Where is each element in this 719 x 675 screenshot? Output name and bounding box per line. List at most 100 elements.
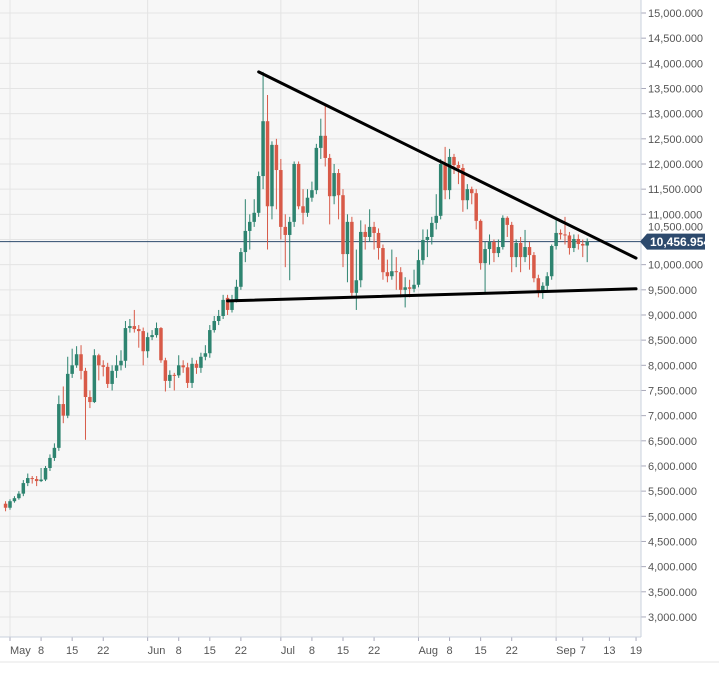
- x-tick-label: 22: [506, 645, 518, 657]
- x-tick-label: 13: [603, 645, 615, 657]
- x-tick-label: 8: [38, 645, 44, 657]
- candle-body: [105, 366, 110, 384]
- y-tick-label: 15,000.000: [648, 8, 703, 20]
- x-tick-label: Sep: [556, 645, 576, 657]
- candle-body: [57, 404, 61, 448]
- x-tick-label: May: [10, 645, 31, 657]
- candle-body: [367, 226, 372, 237]
- candle-body: [185, 367, 190, 383]
- x-tick-label: 8: [309, 645, 315, 657]
- y-tick-label: 6,500.000: [648, 436, 697, 448]
- candle-body: [296, 163, 301, 207]
- x-tick-label: 15: [66, 645, 78, 657]
- candle-body: [496, 247, 501, 254]
- plot-background: [0, 0, 641, 637]
- candle-body: [243, 230, 248, 253]
- candle-body: [159, 328, 163, 361]
- y-tick-label: 14,500.000: [648, 33, 703, 45]
- candle-body: [430, 222, 434, 237]
- x-tick-label: 15: [475, 645, 487, 657]
- y-tick-label: 3,500.000: [648, 587, 697, 599]
- candle-body: [101, 365, 105, 367]
- support-trendline: [226, 287, 638, 303]
- candle-body: [21, 483, 26, 494]
- candle-body: [137, 329, 141, 332]
- candle-body: [478, 220, 483, 264]
- candle-body: [456, 164, 461, 169]
- candle-body: [216, 315, 221, 322]
- y-tick-label: 8,000.000: [648, 360, 697, 372]
- y-tick-label: 8,500.000: [648, 335, 697, 347]
- y-tick-label: 9,500.000: [648, 285, 697, 297]
- candle-body: [230, 299, 234, 310]
- candle-body: [181, 365, 185, 368]
- candle-body: [43, 467, 48, 480]
- candle-body: [372, 226, 376, 233]
- candle-body: [350, 221, 354, 293]
- candle-body: [527, 247, 532, 256]
- candle-body: [576, 238, 581, 245]
- candle-body: [390, 271, 394, 277]
- candle-body: [261, 121, 265, 177]
- candle-body: [176, 365, 181, 376]
- candle-body: [501, 217, 505, 248]
- candle-body: [252, 212, 256, 222]
- candle-body: [483, 249, 487, 264]
- candle-body: [8, 501, 12, 508]
- candle-body: [509, 224, 514, 258]
- x-tick-label: Jun: [148, 645, 166, 657]
- x-tick-label: 22: [97, 645, 109, 657]
- candle-body: [470, 189, 474, 194]
- candle-body: [301, 206, 305, 213]
- candle-body: [256, 176, 261, 213]
- candle-body: [150, 335, 154, 338]
- candle-body: [132, 326, 137, 330]
- x-tick-label: Aug: [418, 645, 438, 657]
- candle-body: [514, 243, 518, 258]
- resistance-trendline: [257, 70, 638, 260]
- candle-body: [581, 244, 585, 246]
- candle-body: [474, 193, 478, 221]
- candle-body: [248, 221, 252, 231]
- candle-body: [221, 299, 225, 316]
- y-tick-label: 4,000.000: [648, 562, 697, 574]
- candle-body: [270, 144, 274, 207]
- candle-body: [92, 355, 97, 403]
- y-tick-label: 13,500.000: [648, 83, 703, 95]
- x-tick-label: 19: [630, 645, 642, 657]
- candle-body: [403, 287, 407, 290]
- candle-body: [332, 173, 336, 197]
- candle-body: [145, 337, 150, 352]
- y-tick-label: 13,000.000: [648, 109, 703, 121]
- candle-body: [305, 197, 310, 213]
- candle-body: [154, 328, 159, 336]
- candle-body: [438, 163, 443, 216]
- candle-body: [123, 328, 128, 361]
- candle-body: [287, 221, 292, 235]
- candle-body: [52, 447, 57, 458]
- candle-body: [541, 285, 545, 293]
- candle-body: [567, 235, 572, 249]
- y-tick-label: 14,000.000: [648, 58, 703, 70]
- candle-body: [234, 286, 239, 300]
- candle-body: [585, 241, 589, 246]
- x-tick-label: 15: [204, 645, 216, 657]
- candle-body: [279, 170, 283, 227]
- candle-body: [407, 287, 412, 289]
- candle-body: [416, 260, 421, 285]
- candle-body: [345, 221, 350, 255]
- candle-body: [83, 370, 88, 398]
- candle-body: [274, 144, 279, 171]
- x-tick-label: Jul: [281, 645, 295, 657]
- candle-body: [554, 232, 558, 247]
- candle-body: [549, 246, 554, 277]
- candle-body: [310, 190, 314, 198]
- candle-body: [323, 135, 327, 158]
- candle-body: [225, 297, 230, 310]
- candle-body: [17, 493, 21, 499]
- candle-body: [359, 231, 363, 281]
- candle-body: [48, 457, 52, 468]
- y-tick-label: 7,000.000: [648, 411, 697, 423]
